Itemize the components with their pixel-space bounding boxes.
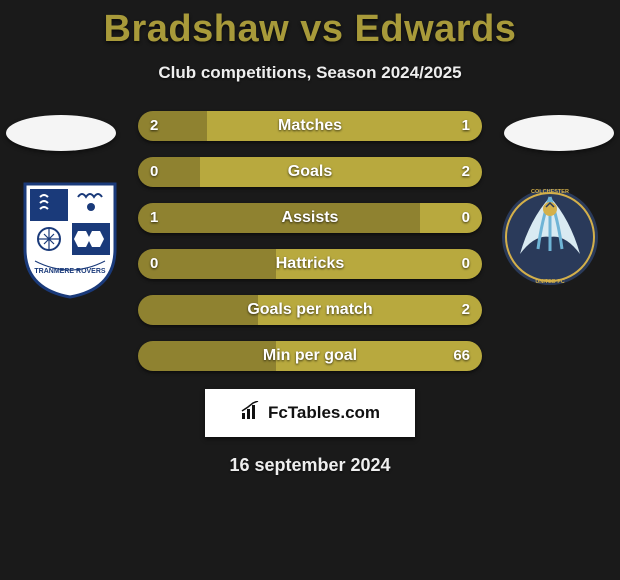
stat-value-right: 1	[462, 111, 470, 141]
stat-row: Assists1 0	[138, 203, 482, 233]
shield-icon: TRANMERE ROVERS	[20, 179, 120, 299]
chart-icon	[240, 401, 262, 426]
eagle-crest-icon: COLCHESTER UNITED FC	[500, 179, 600, 299]
date-text: 16 september 2024	[0, 455, 620, 476]
stat-label: Hattricks	[138, 249, 482, 279]
svg-text:COLCHESTER: COLCHESTER	[531, 189, 569, 195]
brand-text: FcTables.com	[268, 403, 380, 423]
stat-label: Matches	[138, 111, 482, 141]
svg-text:UNITED FC: UNITED FC	[535, 279, 564, 285]
stat-label: Goals per match	[138, 295, 482, 325]
stat-value-left: 1	[150, 203, 158, 233]
club-crest-left: TRANMERE ROVERS	[20, 179, 120, 299]
player-right-oval	[504, 115, 614, 151]
stat-row: Goals0 2	[138, 157, 482, 187]
stat-row: Hattricks0 0	[138, 249, 482, 279]
page-subtitle: Club competitions, Season 2024/2025	[0, 63, 620, 83]
comparison-arena: TRANMERE ROVERS COLCHESTER UNITED FC Mat…	[0, 111, 620, 381]
stat-value-right: 2	[462, 295, 470, 325]
stat-bars: Matches21Goals02Assists10Hattricks00Goal…	[138, 111, 482, 387]
stat-value-right: 0	[462, 203, 470, 233]
stat-value-left: 0	[150, 157, 158, 187]
stat-label: Goals	[138, 157, 482, 187]
stat-value-right: 0	[462, 249, 470, 279]
club-crest-right: COLCHESTER UNITED FC	[500, 179, 600, 299]
stat-value-right: 66	[453, 341, 470, 371]
stat-row: Matches2 1	[138, 111, 482, 141]
stat-value-right: 2	[462, 157, 470, 187]
stat-row: Min per goal66	[138, 341, 482, 371]
stat-label: Min per goal	[138, 341, 482, 371]
stat-value-left: 2	[150, 111, 158, 141]
stat-row: Goals per match2	[138, 295, 482, 325]
page-title: Bradshaw vs Edwards	[0, 0, 620, 51]
brand-badge: FcTables.com	[205, 389, 415, 437]
svg-text:TRANMERE ROVERS: TRANMERE ROVERS	[34, 268, 106, 275]
stat-value-left: 0	[150, 249, 158, 279]
player-left-oval	[6, 115, 116, 151]
stat-label: Assists	[138, 203, 482, 233]
